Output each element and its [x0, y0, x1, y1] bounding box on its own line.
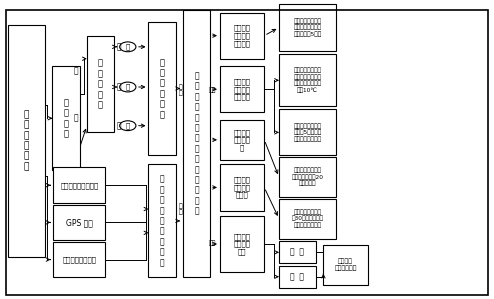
- Bar: [279, 157, 335, 197]
- Bar: [149, 22, 175, 155]
- Circle shape: [120, 121, 136, 131]
- Text: 医
院
内
血
制
品
转
运
管
理
系
统
软
件: 医 院 内 血 制 品 转 运 管 理 系 统 软 件: [194, 71, 199, 216]
- Bar: [220, 13, 264, 59]
- Text: 血制品转
运箱途径
管理模块: 血制品转 运箱途径 管理模块: [234, 78, 250, 100]
- Text: 断: 断: [117, 121, 122, 130]
- Bar: [279, 109, 335, 155]
- Bar: [53, 205, 105, 240]
- Text: 黄: 黄: [125, 122, 130, 129]
- Text: 通: 通: [74, 66, 79, 75]
- Text: 红: 红: [125, 44, 130, 50]
- Bar: [220, 216, 264, 271]
- Bar: [53, 167, 105, 203]
- Text: 途径关键地点时间: 途径关键地点时间: [62, 256, 96, 263]
- Bar: [220, 164, 264, 210]
- Text: 低: 低: [117, 83, 122, 91]
- Bar: [220, 120, 264, 160]
- Text: 从输血科发出到临
床科重输注册，原
地滞留超过5分钟: 从输血科发出到临 床科重输注册，原 地滞留超过5分钟: [293, 18, 322, 37]
- Bar: [183, 10, 210, 277]
- Text: 电
路: 电 路: [179, 203, 182, 215]
- Circle shape: [120, 42, 136, 52]
- Bar: [324, 245, 368, 285]
- Text: 预  约: 预 约: [290, 248, 304, 257]
- Text: 血制品送到科床科
室超过5分钟，临
床输血护士末支赞: 血制品送到科床科 室超过5分钟，临 床输血护士末支赞: [293, 123, 322, 142]
- Text: 临  时: 临 时: [290, 272, 304, 281]
- Text: 血制品送到临床科
室取出后，超过20
分钟来输注: 血制品送到临床科 室取出后，超过20 分钟来输注: [291, 168, 324, 186]
- Bar: [220, 66, 264, 112]
- Text: 预警: 预警: [208, 240, 216, 246]
- Text: 血制品转运箱内温度: 血制品转运箱内温度: [60, 182, 98, 188]
- Text: 专
用: 专 用: [179, 84, 182, 96]
- Text: 血制品转
运历史查
询模块: 血制品转 运历史查 询模块: [234, 176, 250, 198]
- Bar: [52, 66, 80, 170]
- Bar: [279, 266, 316, 288]
- Bar: [149, 164, 175, 277]
- Text: 血液温箱
采用电源连接: 血液温箱 采用电源连接: [334, 259, 357, 271]
- Text: GPS 定位: GPS 定位: [66, 218, 93, 227]
- Bar: [279, 199, 335, 239]
- Text: 血
制
品
转
运
箱: 血 制 品 转 运 箱: [24, 110, 29, 171]
- Bar: [87, 36, 114, 132]
- Bar: [53, 242, 105, 277]
- Text: 血库管接
功能管理
模块: 血库管接 功能管理 模块: [234, 233, 250, 255]
- Text: 限
位
开
关: 限 位 开 关: [63, 98, 69, 138]
- Text: 预警: 预警: [208, 87, 216, 93]
- Bar: [279, 241, 316, 263]
- Text: 无
线
信
号
传
输: 无 线 信 号 传 输: [160, 58, 165, 119]
- Text: 血制品转
运箱交接
管理模块: 血制品转 运箱交接 管理模块: [234, 25, 250, 47]
- Text: 转
运
箱
无
线
信
号
传
输: 转 运 箱 无 线 信 号 传 输: [160, 175, 165, 267]
- Text: 电
压
传
感
器: 电 压 传 感 器: [98, 59, 103, 109]
- Text: 血制品取出后，超
过30分钟血制品到
输科医返还临血科: 血制品取出后，超 过30分钟血制品到 输科医返还临血科: [291, 209, 324, 228]
- Bar: [279, 4, 335, 51]
- Bar: [279, 54, 335, 106]
- Text: 血制品输
注确认模
块: 血制品输 注确认模 块: [234, 129, 250, 151]
- Text: 从输血科发出到科
床科直输注册，血
制品转运箱内温度
超过10℃: 从输血科发出到科 床科直输注册，血 制品转运箱内温度 超过10℃: [293, 68, 321, 93]
- Text: 断: 断: [74, 114, 79, 123]
- Text: 高: 高: [117, 42, 122, 51]
- Text: 绿: 绿: [125, 84, 130, 90]
- Circle shape: [120, 82, 136, 92]
- Bar: [8, 25, 45, 257]
